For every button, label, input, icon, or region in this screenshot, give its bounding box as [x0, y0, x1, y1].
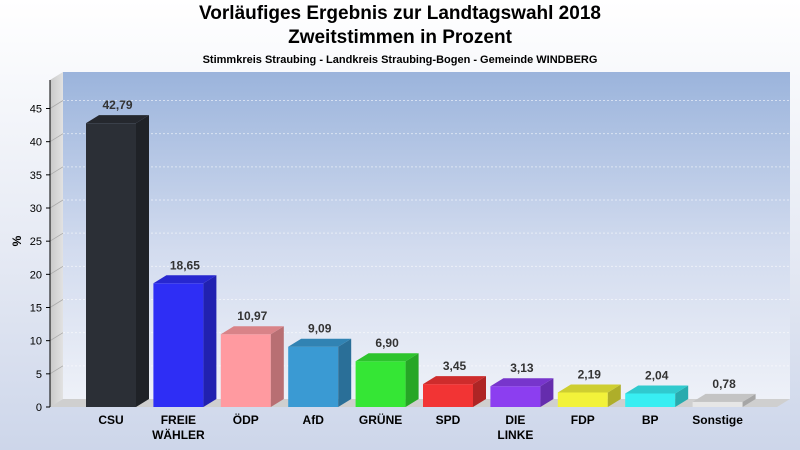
- bar-value-label: 9,09: [308, 322, 332, 336]
- gridline: [49, 166, 64, 176]
- y-tick-label: 45: [30, 104, 42, 116]
- bar-front: [490, 386, 541, 407]
- bar-value-label: 3,13: [510, 361, 534, 375]
- category-label: Sonstige: [692, 413, 743, 427]
- bar-top: [220, 326, 284, 335]
- gridline: [49, 199, 64, 209]
- category-label: WÄHLER: [152, 427, 205, 442]
- bar-4: [355, 353, 419, 407]
- bar-top: [490, 378, 554, 387]
- bar-value-label: 6,90: [375, 336, 399, 350]
- bar-value-label: 2,04: [645, 368, 669, 382]
- category-label: BP: [642, 413, 659, 427]
- bar-7: [557, 384, 621, 407]
- bar-2: [220, 326, 284, 407]
- bar-8: [625, 385, 689, 407]
- y-tick-label: 10: [30, 336, 42, 348]
- bar-front: [288, 346, 339, 407]
- bar-5: [423, 376, 486, 407]
- bar-value-label: 0,78: [712, 377, 736, 391]
- category-label: LINKE: [497, 428, 533, 442]
- gridline: [49, 100, 64, 109]
- bar-value-label: 2,19: [578, 367, 602, 381]
- bar-top: [153, 275, 217, 284]
- category-label: ÖDP: [233, 412, 259, 427]
- y-tick-label: 35: [30, 170, 42, 182]
- plot-side-wall: [50, 72, 63, 407]
- chart-region: Stimmkreis Straubing - Landkreis Straubi…: [202, 54, 598, 66]
- bar-top: [692, 393, 756, 402]
- bar-side: [203, 275, 217, 407]
- bar-front: [557, 392, 608, 407]
- bar-3: [288, 338, 352, 407]
- gridline: [49, 232, 64, 242]
- bar-front: [355, 361, 406, 407]
- bar-front: [423, 384, 473, 407]
- bar-side: [136, 115, 149, 407]
- bar-value-label: 10,97: [237, 309, 267, 323]
- bar-value-label: 3,45: [443, 359, 467, 373]
- bar-top: [86, 115, 149, 124]
- category-label: GRÜNE: [359, 412, 402, 427]
- bar-1: [153, 275, 217, 407]
- y-tick-label: 15: [30, 303, 42, 315]
- bar-9: [692, 393, 756, 407]
- chart-subtitle: Zweitstimmen in Prozent: [288, 27, 512, 48]
- category-label: FREIE: [161, 413, 196, 427]
- bar-side: [675, 385, 689, 407]
- y-tick-label: 0: [36, 402, 42, 414]
- category-label: AfD: [303, 413, 325, 427]
- bar-value-label: 18,65: [170, 258, 200, 272]
- gridline: [49, 299, 64, 308]
- gridline: [49, 332, 64, 342]
- category-label: FDP: [571, 413, 595, 427]
- bar-side: [473, 376, 486, 407]
- bar-front: [86, 123, 136, 407]
- category-label: DIE: [505, 413, 525, 427]
- bar-front: [625, 393, 676, 407]
- bar-top: [355, 353, 419, 362]
- bar-top: [423, 376, 486, 385]
- y-tick-label: 5: [36, 369, 42, 381]
- bar-front: [692, 401, 743, 407]
- bar-side: [270, 326, 284, 407]
- bar-side: [607, 384, 621, 407]
- y-axis-label: %: [10, 235, 24, 246]
- bar-side: [742, 393, 756, 407]
- bar-front: [153, 283, 204, 407]
- bar-6: [490, 378, 554, 407]
- gridline: [49, 365, 64, 375]
- y-tick-label: 40: [30, 137, 42, 149]
- bar-top: [288, 338, 352, 347]
- bar-side: [338, 338, 352, 407]
- bar-side: [540, 378, 554, 407]
- bar-top: [557, 384, 621, 393]
- y-tick-label: 25: [30, 236, 42, 248]
- y-tick-label: 30: [30, 203, 42, 215]
- bar-side: [405, 353, 419, 407]
- category-label: SPD: [436, 413, 461, 427]
- gridline: [49, 265, 64, 275]
- gridline: [49, 133, 64, 143]
- bar-0: [86, 115, 149, 407]
- category-label: CSU: [98, 413, 123, 427]
- bar-value-label: 42,79: [102, 98, 132, 112]
- bar-top: [625, 385, 689, 394]
- y-tick-label: 20: [30, 269, 42, 281]
- chart-title: Vorläufiges Ergebnis zur Landtagswahl 20…: [199, 3, 601, 24]
- bar-front: [220, 334, 271, 407]
